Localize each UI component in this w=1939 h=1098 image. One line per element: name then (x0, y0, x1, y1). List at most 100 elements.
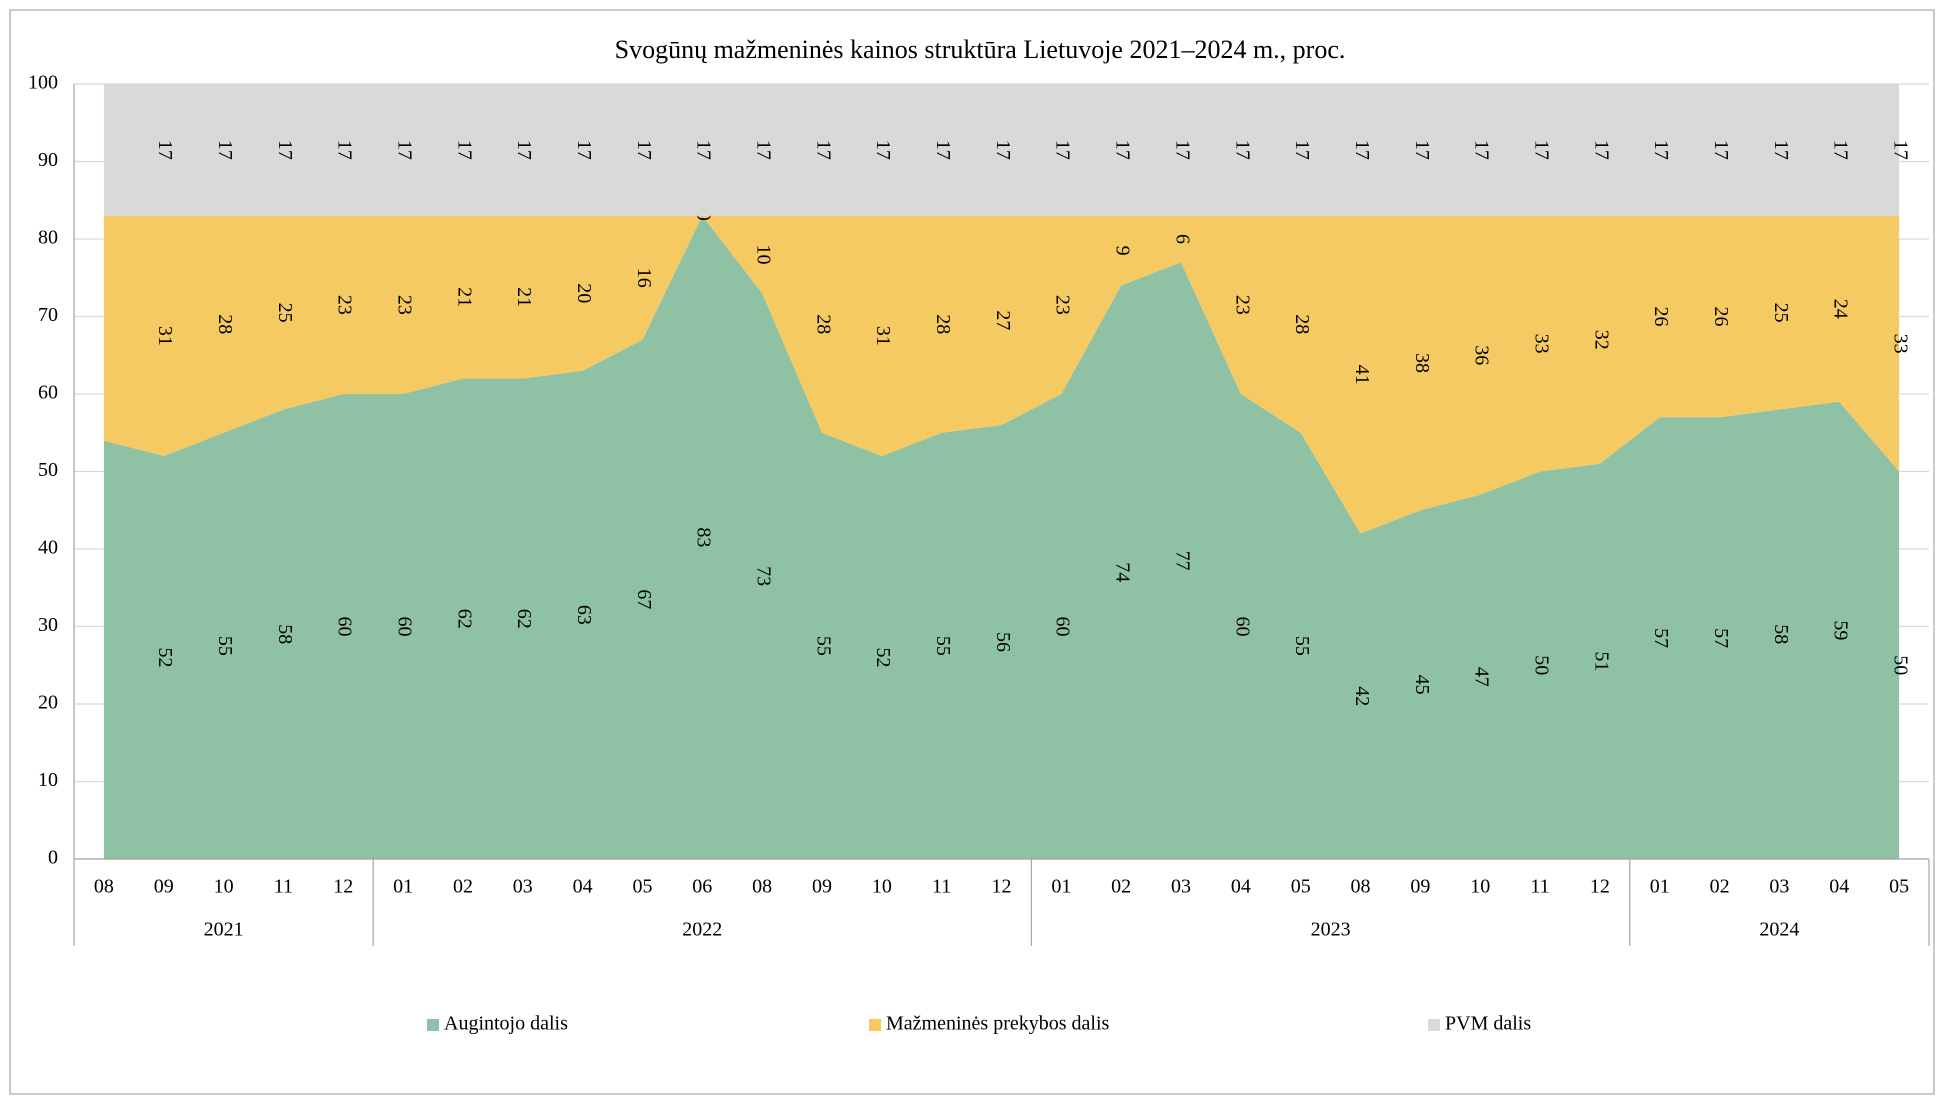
data-label: 17 (573, 140, 595, 160)
y-tick-label: 40 (38, 537, 58, 559)
x-tick-label: 01 (393, 876, 413, 898)
data-label: 24 (1830, 299, 1852, 319)
data-label: 17 (693, 140, 715, 160)
data-label: 27 (992, 310, 1014, 330)
data-label: 50 (1530, 655, 1552, 675)
data-label: 25 (1770, 303, 1792, 323)
data-label: 16 (633, 268, 655, 288)
data-label: 17 (334, 140, 356, 160)
data-label: 17 (1171, 140, 1193, 160)
data-label: 62 (513, 609, 535, 629)
x-tick-label: 11 (932, 876, 951, 898)
data-label: 17 (1052, 140, 1074, 160)
legend-swatch (869, 1019, 881, 1031)
data-label: 21 (453, 287, 475, 307)
legend-swatch (1428, 1019, 1440, 1031)
data-label: 17 (1471, 140, 1493, 160)
data-label: 60 (1231, 617, 1253, 637)
x-tick-label: 02 (1710, 876, 1730, 898)
data-label: 60 (1052, 617, 1074, 637)
data-label: 55 (214, 636, 236, 656)
data-label: 32 (1590, 330, 1612, 350)
year-label: 2024 (1759, 919, 1799, 941)
data-label: 20 (573, 283, 595, 303)
data-label: 17 (1231, 140, 1253, 160)
x-tick-label: 09 (812, 876, 832, 898)
x-tick-label: 01 (1051, 876, 1071, 898)
data-label: 58 (274, 624, 296, 644)
data-label: 17 (1590, 140, 1612, 160)
data-label: 47 (1471, 667, 1493, 687)
data-label: 17 (394, 140, 416, 160)
x-tick-label: 04 (573, 876, 593, 898)
data-label: 31 (154, 326, 176, 346)
data-label: 17 (1830, 140, 1852, 160)
data-label: 17 (753, 140, 775, 160)
data-label: 83 (693, 527, 715, 547)
y-tick-label: 50 (38, 459, 58, 481)
x-tick-label: 09 (1410, 876, 1430, 898)
x-tick-label: 05 (1889, 876, 1909, 898)
data-label: 56 (992, 632, 1014, 652)
data-label: 50 (1889, 655, 1911, 675)
data-label: 38 (1411, 353, 1433, 373)
y-tick-label: 20 (38, 692, 58, 714)
data-label: 62 (453, 609, 475, 629)
x-tick-label: 11 (274, 876, 293, 898)
data-label: 17 (1411, 140, 1433, 160)
data-label: 28 (932, 314, 954, 334)
x-tick-label: 12 (992, 876, 1012, 898)
year-label: 2021 (204, 919, 244, 941)
data-label: 28 (812, 314, 834, 334)
year-label: 2022 (682, 919, 722, 941)
data-label: 17 (1650, 140, 1672, 160)
x-tick-label: 06 (692, 876, 712, 898)
data-label: 52 (872, 648, 894, 668)
area (103, 84, 1900, 216)
year-label: 2023 (1311, 919, 1351, 941)
data-label: 77 (1171, 551, 1193, 571)
x-tick-label: 03 (1769, 876, 1789, 898)
data-label: 17 (992, 140, 1014, 160)
data-label: 52 (154, 648, 176, 668)
data-label: 17 (513, 140, 535, 160)
x-tick-label: 12 (333, 876, 353, 898)
data-label: 26 (1710, 307, 1732, 327)
x-tick-label: 09 (154, 876, 174, 898)
area (103, 215, 1900, 534)
data-label: 25 (274, 303, 296, 323)
data-label: 28 (1291, 314, 1313, 334)
x-tick-label: 10 (1470, 876, 1490, 898)
legend-label: Mažmeninės prekybos dalis (886, 1013, 1109, 1035)
data-label: 17 (274, 140, 296, 160)
data-label: 6 (1171, 234, 1193, 244)
data-label: 67 (633, 589, 655, 609)
data-label: 17 (214, 140, 236, 160)
data-label: 23 (394, 295, 416, 315)
data-label: 21 (513, 287, 535, 307)
x-tick-label: 01 (1650, 876, 1670, 898)
area (103, 215, 1900, 859)
data-label: 17 (1710, 140, 1732, 160)
data-label: 17 (1351, 140, 1373, 160)
y-tick-label: 10 (38, 769, 58, 791)
data-label: 55 (812, 636, 834, 656)
y-tick-label: 30 (38, 614, 58, 636)
chart-title: Svogūnų mažmeninės kainos struktūra Liet… (615, 35, 1346, 64)
y-tick-label: 70 (38, 304, 58, 326)
data-label: 17 (812, 140, 834, 160)
data-label: 17 (1770, 140, 1792, 160)
data-label: 36 (1471, 345, 1493, 365)
x-tick-label: 11 (1530, 876, 1549, 898)
x-tick-label: 04 (1829, 876, 1849, 898)
data-label: 17 (1291, 140, 1313, 160)
data-label: 33 (1530, 334, 1552, 354)
x-tick-label: 04 (1231, 876, 1251, 898)
data-label: 55 (1291, 636, 1313, 656)
data-label: 60 (394, 617, 416, 637)
data-label: 23 (1231, 295, 1253, 315)
y-tick-label: 100 (28, 72, 58, 94)
data-label: 17 (1889, 140, 1911, 160)
data-label: 33 (1889, 334, 1911, 354)
